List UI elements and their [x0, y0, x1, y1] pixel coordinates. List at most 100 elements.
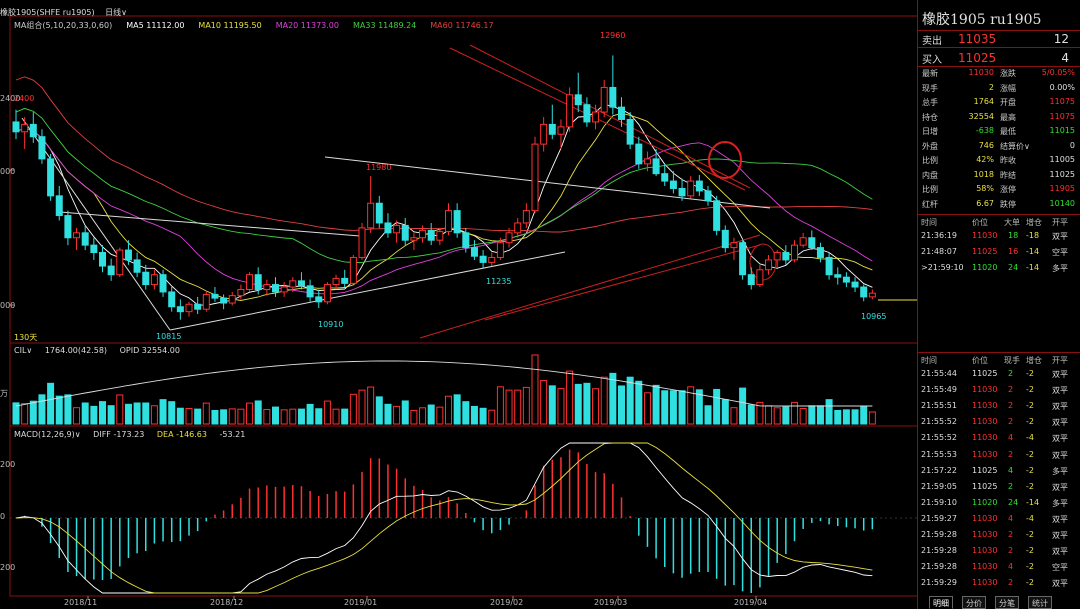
candle[interactable] [133, 259, 141, 273]
volume-indicator-name[interactable]: CIL∨ [14, 346, 33, 355]
trendline[interactable] [419, 234, 761, 339]
candle[interactable] [574, 94, 582, 106]
candle[interactable] [618, 106, 625, 120]
candle[interactable] [739, 242, 747, 276]
trade-row[interactable]: 21:36:19 11030 18 -18 双平 [918, 231, 1080, 246]
candle[interactable] [514, 222, 522, 234]
trade-row[interactable]: 21:55:44 11025 2 -2 双平 [918, 369, 1080, 384]
candle[interactable] [470, 247, 478, 257]
candle[interactable] [12, 121, 20, 133]
trade-row[interactable]: 21:59:29 11030 2 -2 双平 [918, 578, 1080, 593]
candle[interactable] [730, 242, 738, 249]
candle[interactable] [600, 86, 608, 113]
candle[interactable] [332, 277, 340, 286]
candle[interactable] [29, 123, 37, 138]
candle[interactable] [557, 126, 565, 135]
candle[interactable] [64, 215, 72, 239]
candle[interactable] [401, 224, 409, 241]
candle[interactable] [713, 200, 721, 231]
candle[interactable] [496, 242, 504, 258]
trade-row[interactable]: 21:55:51 11030 2 -2 双平 [918, 401, 1080, 416]
candle[interactable] [548, 123, 556, 135]
candle[interactable] [375, 202, 383, 224]
candle[interactable] [237, 288, 245, 297]
trade-row[interactable]: 21:55:53 11030 2 -2 双平 [918, 450, 1080, 465]
candle[interactable] [773, 252, 781, 261]
candle[interactable] [55, 195, 63, 217]
trade-row[interactable]: 21:55:52 11030 4 -4 双平 [918, 433, 1080, 448]
trade-row[interactable]: 21:48:07 11025 16 -14 空平 [918, 247, 1080, 262]
trade-row[interactable]: 21:57:22 11025 4 -2 多平 [918, 466, 1080, 481]
candle[interactable] [678, 187, 686, 197]
candle[interactable] [799, 237, 807, 246]
trendline[interactable] [21, 117, 171, 331]
candle[interactable] [453, 210, 461, 234]
tab-0[interactable]: 明细 [929, 596, 953, 609]
trade-row[interactable]: 21:55:52 11030 2 -2 双平 [918, 417, 1080, 432]
candle[interactable] [825, 256, 833, 276]
trendline[interactable] [59, 211, 361, 237]
candle[interactable] [695, 180, 703, 192]
trade-row[interactable]: 21:59:28 11030 2 -2 双平 [918, 530, 1080, 545]
candle[interactable] [38, 136, 46, 160]
candle[interactable] [21, 123, 29, 133]
trendline[interactable] [324, 156, 771, 209]
trade-row[interactable]: 21:59:28 11030 2 -2 双平 [918, 546, 1080, 561]
candle[interactable] [124, 249, 132, 261]
symbol-title[interactable]: 橡胶1905(SHFE ru1905) 日线∨ [0, 7, 127, 18]
candle[interactable] [297, 280, 305, 287]
candle[interactable] [479, 255, 487, 263]
candle[interactable] [341, 277, 349, 284]
candle[interactable] [488, 256, 496, 263]
candle[interactable] [384, 222, 392, 234]
candle[interactable] [531, 143, 539, 212]
candle[interactable] [816, 247, 824, 258]
candle[interactable] [280, 286, 288, 293]
candle[interactable] [168, 291, 176, 308]
candle[interactable] [782, 252, 790, 261]
candle[interactable] [704, 190, 712, 202]
candle[interactable] [142, 271, 150, 286]
candle[interactable] [176, 306, 184, 313]
candle[interactable] [505, 232, 513, 244]
candle[interactable] [540, 123, 548, 145]
candle[interactable] [220, 297, 228, 304]
candle[interactable] [150, 274, 158, 286]
candle[interactable] [842, 276, 850, 283]
trendline[interactable] [169, 251, 566, 331]
candle[interactable] [289, 280, 297, 288]
period-selector[interactable]: 日线∨ [105, 8, 128, 17]
candle[interactable] [643, 158, 651, 165]
candle[interactable] [306, 285, 314, 298]
candle[interactable] [419, 229, 427, 239]
tab-3[interactable]: 统计 [1028, 596, 1052, 609]
candle[interactable] [393, 224, 401, 234]
trade-row[interactable]: 21:59:05 11025 2 -2 双平 [918, 482, 1080, 497]
candle[interactable] [747, 274, 755, 286]
candle[interactable] [228, 295, 236, 304]
candle[interactable] [808, 237, 816, 249]
ask-row[interactable]: 卖出 11035 12 [918, 32, 1080, 47]
trade-row[interactable]: 21:59:28 11030 4 -2 空平 [918, 562, 1080, 577]
candle[interactable] [626, 118, 634, 145]
trade-row[interactable]: 21:59:27 11030 4 -4 双平 [918, 514, 1080, 529]
candle[interactable] [254, 274, 262, 290]
candle[interactable] [522, 210, 530, 224]
candle[interactable] [202, 293, 210, 310]
candle[interactable] [99, 252, 106, 267]
candle[interactable] [765, 259, 773, 271]
candle[interactable] [687, 180, 695, 197]
macd-indicator-name[interactable]: MACD(12,26,9)∨ [14, 430, 81, 439]
candle[interactable] [860, 286, 868, 298]
trade-row[interactable]: >21:59:10 11020 24 -14 多平 [918, 263, 1080, 278]
candle[interactable] [315, 296, 323, 303]
bid-row[interactable]: 买入 11025 4 [918, 51, 1080, 66]
candle[interactable] [462, 232, 470, 249]
candle[interactable] [323, 284, 331, 303]
candle[interactable] [367, 202, 375, 229]
candle[interactable] [349, 256, 357, 284]
tab-2[interactable]: 分笔 [995, 596, 1019, 609]
candle[interactable] [669, 180, 677, 189]
candle[interactable] [721, 229, 729, 249]
candle[interactable] [263, 284, 271, 290]
